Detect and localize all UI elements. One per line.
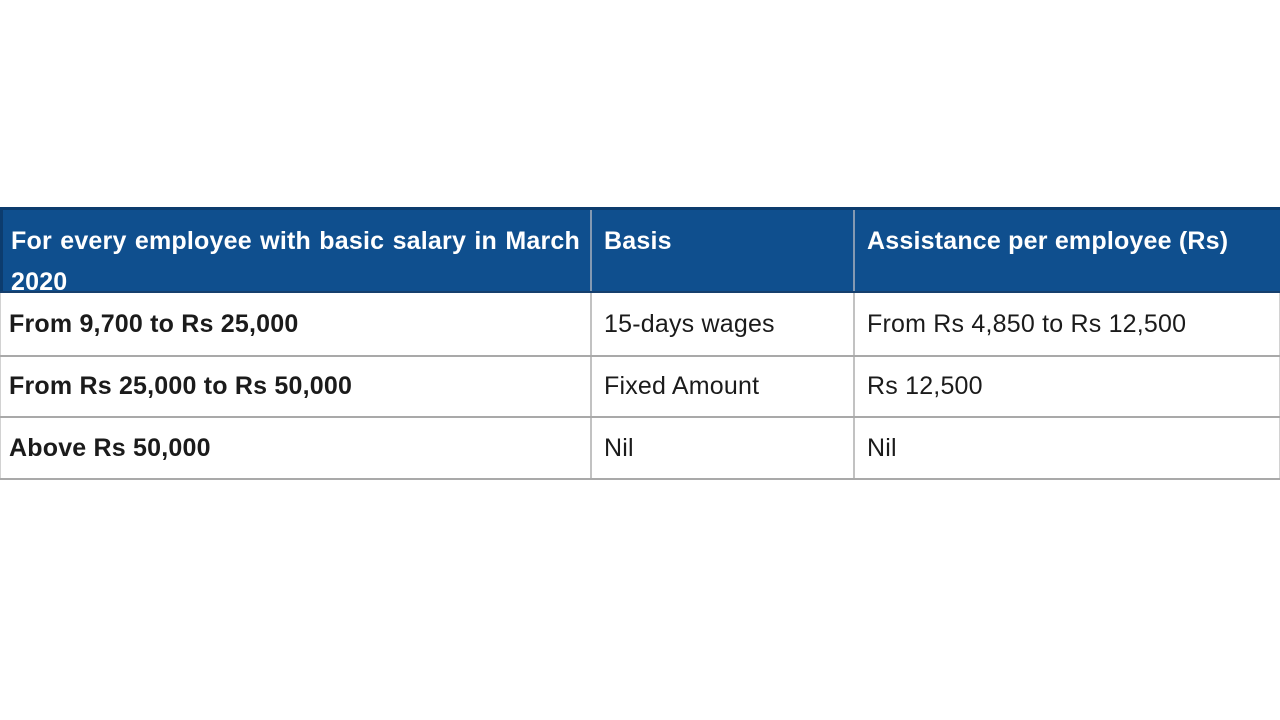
table-cell-basis: Fixed Amount — [590, 357, 853, 416]
table-cell-assistance: Rs 12,500 — [853, 357, 1280, 416]
table-cell-basis: 15-days wages — [590, 293, 853, 355]
table-cell-assistance: Nil — [853, 418, 1280, 478]
table-row: From 9,700 to Rs 25,000 15-days wages Fr… — [0, 293, 1280, 357]
column-header-assistance: Assistance per employee (Rs) — [853, 210, 1280, 291]
assistance-table: For every employee with basic salary in … — [0, 207, 1280, 480]
table-cell-salary-range: From 9,700 to Rs 25,000 — [0, 293, 590, 355]
column-header-salary-range: For every employee with basic salary in … — [0, 210, 590, 291]
column-header-basis: Basis — [590, 210, 853, 291]
table-header-row: For every employee with basic salary in … — [0, 207, 1280, 293]
table-cell-assistance: From Rs 4,850 to Rs 12,500 — [853, 293, 1280, 355]
table-cell-salary-range: Above Rs 50,000 — [0, 418, 590, 478]
table-cell-salary-range: From Rs 25,000 to Rs 50,000 — [0, 357, 590, 416]
table-cell-basis: Nil — [590, 418, 853, 478]
table-row: Above Rs 50,000 Nil Nil — [0, 418, 1280, 480]
table-row: From Rs 25,000 to Rs 50,000 Fixed Amount… — [0, 357, 1280, 418]
